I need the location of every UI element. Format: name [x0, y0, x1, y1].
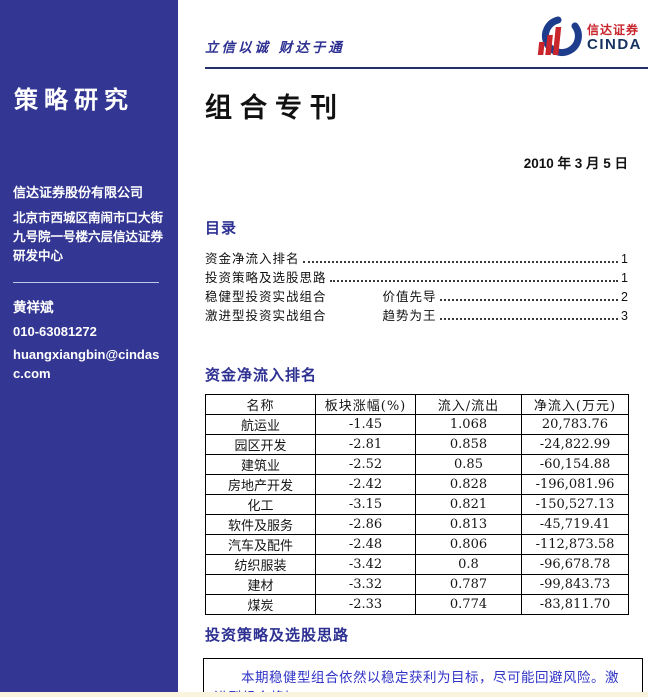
sidebar-divider: [13, 281, 159, 283]
table-cell: -24,822.99: [521, 434, 629, 455]
table-header-cell: 净流入(万元): [521, 394, 629, 415]
table-cell: 0.828: [415, 474, 522, 495]
table-cell: -2.81: [315, 434, 416, 455]
toc-entry-steady-portfolio[interactable]: 稳健型投资实战组合 价值先导 2: [205, 286, 628, 305]
company-name: 信达证券股份有限公司: [13, 185, 144, 200]
toc-entry-label: 资金净流入排名: [205, 252, 300, 266]
table-cell: -99,843.73: [521, 574, 629, 595]
toc-entry-subtitle: 价值先导: [382, 290, 437, 304]
table-row: 纺织服装 -3.42 0.8 -96,678.78: [205, 554, 629, 575]
table-cell: 20,783.76: [521, 414, 629, 435]
toc-entry-strategy[interactable]: 投资策略及选股思路 1: [205, 267, 628, 286]
analyst-name: 黄祥斌: [13, 299, 54, 315]
page-bottom-edge: [0, 692, 648, 697]
table-of-contents: 资金净流入排名 1 投资策略及选股思路 1 稳健型投资实战组合 价值先导 2 激进型投资…: [205, 248, 628, 324]
cinda-logo-text: 信达证券 CINDA: [587, 24, 642, 52]
cinda-logo-icon: [537, 16, 582, 57]
table-cell: -112,873.58: [521, 534, 629, 555]
table-header-cell: 名称: [205, 394, 316, 415]
table-cell: -2.48: [315, 534, 416, 555]
analyst-email[interactable]: huangxiangbin@cindasc.com: [13, 346, 160, 382]
table-cell: 纺织服装: [205, 554, 316, 575]
table-cell: -196,081.96: [521, 474, 629, 495]
table-cell: 0.813: [415, 514, 522, 535]
table-row: 软件及服务 -2.86 0.813 -45,719.41: [205, 514, 629, 535]
toc-entry-subtitle: 趋势为王: [382, 309, 437, 323]
document-date: 2010 年 3 月 5 日: [523, 156, 628, 171]
table-cell: 0.85: [415, 454, 522, 475]
table-cell: -2.33: [315, 594, 416, 615]
company-address: 北京市西城区南闹市口大街九号院一号楼六层信达证券研发中心: [13, 210, 164, 264]
cinda-logo: 信达证券 CINDA: [536, 15, 642, 62]
table-cell: -60,154.88: [521, 454, 629, 475]
analyst-phone: 010-63081272: [13, 323, 97, 339]
table-cell: -2.52: [315, 454, 416, 475]
table-cell: -96,678.78: [521, 554, 629, 575]
table-cell: -2.86: [315, 514, 416, 535]
table-row: 园区开发 -2.81 0.858 -24,822.99: [205, 434, 629, 455]
table-header-row: 名称 板块涨幅(%) 流入/流出 净流入(万元): [205, 394, 629, 415]
document-title: 组合专刊: [205, 93, 345, 124]
toc-dot-leader: [439, 299, 619, 301]
table-row: 建筑业 -2.52 0.85 -60,154.88: [205, 454, 629, 475]
table-cell: 建材: [205, 574, 316, 595]
toc-dot-leader: [439, 318, 619, 320]
table-cell: 1.068: [415, 414, 522, 435]
capital-flow-table: 名称 板块涨幅(%) 流入/流出 净流入(万元) 航运业 -1.45 1.068 20…: [205, 394, 629, 615]
table-cell: -150,527.13: [521, 494, 629, 515]
toc-entry-label: 激进型投资实战组合: [205, 309, 327, 323]
table-cell: 0.821: [415, 494, 522, 515]
toc-entry-flow-ranking[interactable]: 资金净流入排名 1: [205, 248, 628, 267]
toc-dot-leader: [302, 261, 619, 263]
main-content: 立信以诚 财达于通 信达证券 CINDA 组合专刊 2010 年 3 月 5 日…: [178, 0, 648, 697]
toc-entry-page: 2: [621, 290, 628, 304]
table-cell: -45,719.41: [521, 514, 629, 535]
report-category-title: 策略研究: [14, 85, 134, 114]
strategy-heading: 投资策略及选股思路: [205, 627, 350, 644]
table-cell: 0.8: [415, 554, 522, 575]
table-cell: -83,811.70: [521, 594, 629, 615]
table-cell: 房地产开发: [205, 474, 316, 495]
table-cell: 0.774: [415, 594, 522, 615]
logo-chinese-name: 信达证券: [587, 23, 640, 38]
toc-entry-page: 1: [621, 252, 628, 266]
sidebar: 策略研究 信达证券股份有限公司 北京市西城区南闹市口大街九号院一号楼六层信达证券…: [0, 0, 178, 692]
table-cell: 建筑业: [205, 454, 316, 475]
table-cell: 汽车及配件: [205, 534, 316, 555]
toc-entry-aggressive-portfolio[interactable]: 激进型投资实战组合 趋势为王 3: [205, 305, 628, 324]
table-row: 煤炭 -2.33 0.774 -83,811.70: [205, 594, 629, 615]
table-cell: 航运业: [205, 414, 316, 435]
table-cell: 0.858: [415, 434, 522, 455]
toc-dot-leader: [329, 280, 619, 282]
toc-heading: 目录: [205, 220, 238, 237]
table-cell: -3.15: [315, 494, 416, 515]
header-divider: [205, 67, 648, 69]
table-cell: -2.42: [315, 474, 416, 495]
table-row: 汽车及配件 -2.48 0.806 -112,873.58: [205, 534, 629, 555]
table-row: 航运业 -1.45 1.068 20,783.76: [205, 414, 629, 435]
table-cell: 煤炭: [205, 594, 316, 615]
table-cell: -3.32: [315, 574, 416, 595]
table-cell: -1.45: [315, 414, 416, 435]
logo-english-name: CINDA: [587, 35, 642, 53]
flow-ranking-heading: 资金净流入排名: [205, 367, 318, 384]
table-cell: 0.787: [415, 574, 522, 595]
table-cell: -3.42: [315, 554, 416, 575]
table-cell: 化工: [205, 494, 316, 515]
company-motto: 立信以诚 财达于通: [205, 40, 345, 56]
table-header-cell: 板块涨幅(%): [315, 394, 416, 415]
table-row: 房地产开发 -2.42 0.828 -196,081.96: [205, 474, 629, 495]
toc-entry-label: 稳健型投资实战组合: [205, 290, 327, 304]
toc-entry-page: 3: [621, 309, 628, 323]
toc-entry-page: 1: [621, 271, 628, 285]
table-cell: 0.806: [415, 534, 522, 555]
table-cell: 软件及服务: [205, 514, 316, 535]
table-row: 化工 -3.15 0.821 -150,527.13: [205, 494, 629, 515]
table-header-cell: 流入/流出: [415, 394, 522, 415]
toc-entry-label: 投资策略及选股思路: [205, 271, 327, 285]
table-row: 建材 -3.32 0.787 -99,843.73: [205, 574, 629, 595]
table-cell: 园区开发: [205, 434, 316, 455]
sidebar-contact-block: 信达证券股份有限公司 北京市西城区南闹市口大街九号院一号楼六层信达证券研发中心 …: [13, 184, 166, 384]
